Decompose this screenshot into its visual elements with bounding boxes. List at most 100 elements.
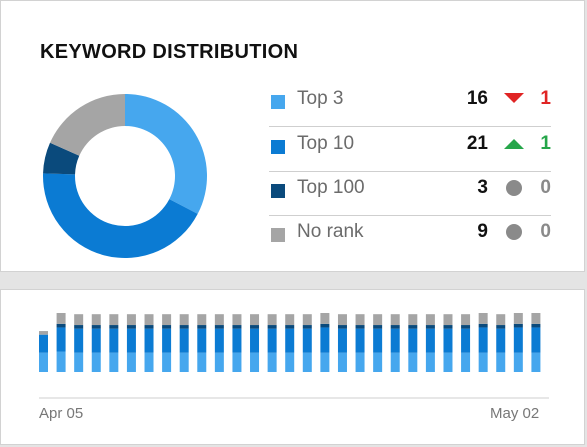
bar-segment-top-10 <box>179 328 189 353</box>
bar-segment-top-3 <box>179 352 189 372</box>
bar-segment-no-rank <box>214 314 224 326</box>
history-bar[interactable] <box>232 314 242 372</box>
bar-segment-top-10 <box>232 328 242 353</box>
keyword-distribution-donut-chart <box>43 94 207 258</box>
bar-segment-no-rank <box>373 314 383 326</box>
bar-segment-no-rank <box>355 314 365 326</box>
history-bar[interactable] <box>91 314 101 372</box>
bar-segment-top-3 <box>302 352 312 372</box>
bar-segment-no-rank <box>56 313 66 324</box>
bar-segment-top-100 <box>232 325 242 329</box>
history-bar[interactable] <box>179 314 189 372</box>
history-bar[interactable] <box>531 313 541 372</box>
legend-label: Top 10 <box>297 133 355 154</box>
bar-segment-top-100 <box>162 325 172 329</box>
history-bar[interactable] <box>373 314 383 372</box>
legend-count: 21 <box>466 133 488 154</box>
history-bar[interactable] <box>302 314 312 372</box>
bar-segment-no-rank <box>74 314 84 326</box>
history-bar[interactable] <box>267 314 277 372</box>
bar-segment-top-3 <box>74 352 84 372</box>
bar-segment-top-10 <box>320 327 330 353</box>
history-bar[interactable] <box>461 314 471 372</box>
bar-segment-top-3 <box>214 352 224 372</box>
history-bar[interactable] <box>39 331 48 372</box>
legend-row-top-100[interactable]: Top 100 3 0 <box>269 172 551 216</box>
history-bar[interactable] <box>74 314 84 372</box>
history-bar[interactable] <box>390 314 400 372</box>
bar-segment-top-10 <box>531 327 541 353</box>
history-bar[interactable] <box>337 314 347 372</box>
bar-segment-top-3 <box>109 352 119 372</box>
bar-segment-top-100 <box>390 325 400 329</box>
history-bar[interactable] <box>109 314 119 372</box>
bar-segment-top-3 <box>496 352 506 372</box>
history-bar[interactable] <box>250 314 260 372</box>
bar-segment-top-100 <box>285 325 295 329</box>
history-bar[interactable] <box>162 314 172 372</box>
trend-down-icon <box>504 93 524 103</box>
donut-slice-no-rank[interactable] <box>50 94 125 156</box>
history-bar[interactable] <box>285 314 295 372</box>
bar-segment-top-3 <box>197 352 207 372</box>
history-bar[interactable] <box>513 313 523 372</box>
donut-slice-top-100[interactable] <box>43 142 80 175</box>
bar-segment-no-rank <box>513 313 523 324</box>
history-bar[interactable] <box>443 314 453 372</box>
bar-segment-no-rank <box>478 313 488 324</box>
bar-segment-no-rank <box>285 314 295 326</box>
history-bar[interactable] <box>355 314 365 372</box>
bar-segment-no-rank <box>162 314 172 326</box>
legend-row-top-3[interactable]: Top 3 16 1 <box>269 83 551 127</box>
bar-segment-top-10 <box>337 328 347 353</box>
bar-segment-top-3 <box>390 352 400 372</box>
bar-segment-no-rank <box>443 314 453 326</box>
legend-swatch <box>271 95 285 109</box>
bar-segment-top-10 <box>267 328 277 353</box>
bar-segment-top-3 <box>478 352 488 372</box>
bar-segment-no-rank <box>461 314 471 326</box>
bar-segment-top-10 <box>478 327 488 353</box>
bar-segment-top-10 <box>197 328 207 353</box>
history-bar[interactable] <box>144 314 154 372</box>
bar-segment-no-rank <box>126 314 136 326</box>
timeline-start-date: Apr 05 <box>39 405 84 422</box>
bar-segment-top-100 <box>425 325 435 329</box>
bar-segment-no-rank <box>250 314 260 326</box>
bar-segment-top-10 <box>126 328 136 353</box>
history-bar[interactable] <box>56 313 66 372</box>
bar-segment-top-100 <box>197 325 207 329</box>
bar-segment-top-10 <box>285 328 295 353</box>
legend-count: 3 <box>477 177 488 198</box>
donut-slice-top-3[interactable] <box>125 94 207 214</box>
donut-slice-top-10[interactable] <box>43 173 198 258</box>
bar-segment-no-rank <box>302 314 312 326</box>
legend-count: 9 <box>477 221 488 242</box>
legend-row-top-10[interactable]: Top 10 21 1 <box>269 128 551 172</box>
history-bar[interactable] <box>214 314 224 372</box>
keyword-distribution-card: KEYWORD DISTRIBUTION Top 3 16 1 Top 10 21 1 To… <box>0 0 585 272</box>
history-bar[interactable] <box>496 314 506 372</box>
history-bar[interactable] <box>197 314 207 372</box>
bar-segment-top-3 <box>320 352 330 372</box>
distribution-history-card: Apr 05 May 02 <box>0 289 585 445</box>
bar-segment-top-100 <box>179 325 189 329</box>
bar-segment-top-3 <box>56 351 66 372</box>
bar-segment-top-3 <box>267 352 277 372</box>
bar-segment-top-100 <box>461 325 471 329</box>
history-bar[interactable] <box>425 314 435 372</box>
bar-segment-top-10 <box>56 327 66 352</box>
bar-segment-top-100 <box>91 325 101 329</box>
bar-segment-top-100 <box>56 323 66 328</box>
history-bar[interactable] <box>478 313 488 372</box>
bar-segment-top-3 <box>162 352 172 372</box>
bar-segment-top-3 <box>408 352 418 372</box>
bar-segment-top-3 <box>373 352 383 372</box>
history-bar[interactable] <box>408 314 418 372</box>
no-change-dot-icon <box>506 224 522 240</box>
bar-segment-top-100 <box>320 323 330 328</box>
legend-row-no-rank[interactable]: No rank 9 0 <box>269 216 551 260</box>
history-bar[interactable] <box>126 314 136 372</box>
bar-segment-top-3 <box>443 352 453 372</box>
history-bar[interactable] <box>320 313 330 372</box>
